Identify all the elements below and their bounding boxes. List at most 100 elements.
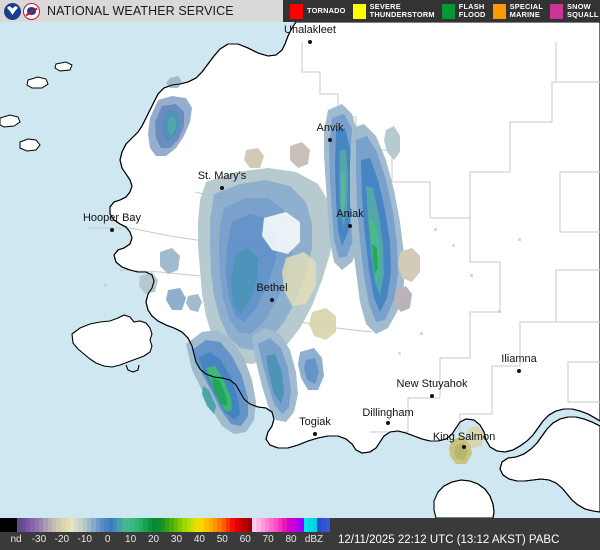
small-island-b — [0, 114, 21, 128]
dbz-scale-segment — [34, 518, 40, 532]
warning-color-swatch — [352, 3, 366, 19]
noaa-logo — [4, 2, 21, 20]
city-label: Aniak — [336, 208, 364, 220]
page-footer: nd -30 -20 -10 0 10 20 30 40 50 60 70 80 dBZ 12/11/20… — [0, 518, 600, 550]
radar-timestamp: 12/11/2025 22:12 UTC (13:12 AKST) PABC — [338, 534, 560, 546]
dbz-scale-segment — [317, 518, 322, 532]
echo-band-kuskokwim — [186, 330, 256, 434]
kvichak-lobe — [433, 479, 495, 518]
dbz-tick-label: 30 — [170, 534, 183, 545]
dbz-scale-segment — [238, 518, 244, 532]
dbz-scale-segment — [0, 518, 5, 532]
dbz-scale-segment — [282, 518, 287, 532]
dbz-tick-label: dBZ — [304, 534, 324, 545]
dbz-tick-label: 40 — [193, 534, 205, 545]
page-title: NATIONAL WEATHER SERVICE — [47, 4, 234, 18]
dbz-tick-label: 80 — [285, 534, 297, 545]
dbz-scale-segment — [178, 518, 183, 532]
dbz-scale-segment — [17, 518, 22, 532]
dbz-scale-segment — [78, 518, 83, 532]
dbz-scale-segment — [191, 518, 196, 532]
dbz-tick-label: 70 — [262, 534, 274, 545]
dbz-tick-label: 0 — [104, 534, 111, 545]
city-label: Hooper Bay — [82, 212, 142, 224]
dbz-scale-segment — [234, 518, 239, 532]
dbz-scale-segment — [243, 518, 248, 532]
city-dot — [348, 224, 352, 228]
dbz-scale-segment — [195, 518, 200, 532]
warning-legend-item[interactable]: TORNADO — [290, 3, 346, 19]
nunivak-island — [71, 314, 153, 368]
city-label: Bethel — [256, 282, 288, 294]
dbz-scale-segment — [104, 518, 109, 532]
dbz-tick-label: -10 — [77, 534, 92, 545]
dbz-scale-segment — [134, 518, 139, 532]
echo-band-aniak — [350, 124, 404, 334]
city-dot — [270, 298, 274, 302]
radar-reflectivity-layer — [104, 76, 521, 464]
radar-map[interactable]: Unalakleet Anvik St. Mary's Aniak Hooper Bay… — [0, 22, 600, 518]
dbz-scale-segment — [199, 518, 205, 532]
dbz-scale-segment — [147, 518, 153, 532]
dbz-scale-segment — [121, 518, 126, 532]
dbz-scale-segment — [130, 518, 135, 532]
city-dot — [308, 40, 312, 44]
dbz-scale-segment — [260, 518, 265, 532]
dbz-scale-segment — [108, 518, 113, 532]
dbz-scale-segment — [304, 518, 309, 532]
warning-legend-item[interactable]: SNOW SQUALL — [550, 3, 599, 19]
dbz-scale-segment — [139, 518, 144, 532]
warning-legend: TORNADO SEVERE THUNDERSTORM FLASH FLOOD SPECI… — [283, 0, 600, 22]
city-label: Dillingham — [362, 407, 414, 419]
dbz-scale-segment — [208, 518, 213, 532]
dbz-scale-segment — [299, 518, 305, 532]
dbz-scale-segment — [204, 518, 209, 532]
city-label: King Salmon — [432, 431, 496, 443]
city-label: New Stuyahok — [396, 378, 468, 390]
dbz-scale-segment — [251, 518, 257, 532]
dbz-tick-label: 60 — [239, 534, 251, 545]
dbz-scale-segment — [30, 518, 35, 532]
dbz-scale-segment — [256, 518, 261, 532]
dbz-tick-label: -20 — [54, 534, 70, 545]
city-dot — [220, 186, 224, 190]
dbz-scale-segment — [73, 518, 79, 532]
city-label: Togiak — [299, 416, 331, 428]
dbz-scale-segment — [225, 518, 231, 532]
city-dot — [313, 432, 317, 436]
city-dot — [328, 138, 332, 142]
dbz-scale-segment — [91, 518, 96, 532]
warning-legend-item[interactable]: SEVERE THUNDERSTORM — [352, 3, 435, 19]
city-label: Unalakleet — [284, 24, 336, 36]
dbz-scale-segment — [26, 518, 31, 532]
warning-legend-label: TORNADO — [307, 6, 346, 15]
city-dot — [110, 228, 114, 232]
dbz-scale-segment — [65, 518, 70, 532]
dbz-scale-segment — [47, 518, 53, 532]
dbz-scale-segment — [160, 518, 166, 532]
small-island-d — [54, 61, 73, 72]
city-label: St. Mary's — [197, 170, 247, 182]
nunivak-spit — [125, 364, 140, 373]
dbz-tick-label: 50 — [216, 534, 228, 545]
dbz-color-scale — [0, 518, 331, 532]
dbz-scale-segment — [13, 518, 18, 532]
dbz-scale-segment — [186, 518, 192, 532]
dbz-tick-label: -30 — [31, 534, 47, 545]
dbz-scale-segment — [321, 518, 326, 532]
dbz-scale-segment — [325, 518, 331, 532]
dbz-scale-segment — [95, 518, 100, 532]
dbz-tick-label: 10 — [125, 534, 137, 545]
warning-legend-label: FLASH FLOOD — [458, 2, 486, 19]
city-dot — [386, 421, 390, 425]
warning-legend-label: SNOW SQUALL — [567, 2, 599, 19]
dbz-scale-segment — [295, 518, 300, 532]
dbz-scale-segment — [173, 518, 179, 532]
warning-legend-item[interactable]: SPECIAL MARINE — [492, 3, 543, 19]
dbz-scale-segment — [217, 518, 222, 532]
warning-legend-item[interactable]: FLASH FLOOD — [441, 2, 486, 19]
city-dot — [517, 369, 521, 373]
page-header: NATIONAL WEATHER SERVICE TORNADO SEVERE TH… — [0, 0, 600, 22]
warning-color-swatch — [290, 3, 303, 19]
